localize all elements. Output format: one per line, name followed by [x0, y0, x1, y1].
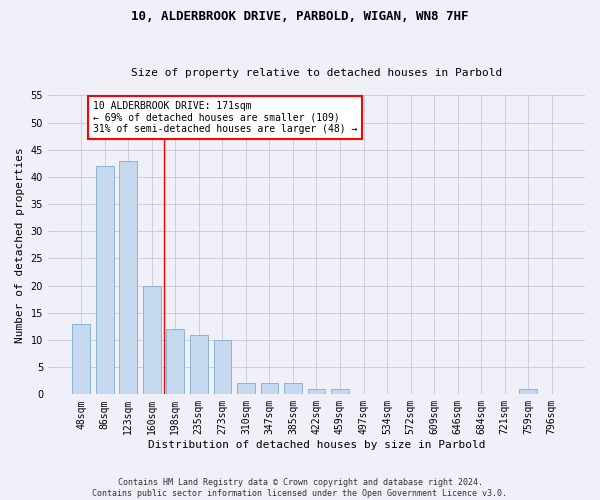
Text: 10, ALDERBROOK DRIVE, PARBOLD, WIGAN, WN8 7HF: 10, ALDERBROOK DRIVE, PARBOLD, WIGAN, WN… — [131, 10, 469, 23]
Bar — [331, 389, 349, 394]
Bar — [284, 384, 302, 394]
Bar — [166, 329, 184, 394]
Bar — [190, 334, 208, 394]
Text: Contains HM Land Registry data © Crown copyright and database right 2024.
Contai: Contains HM Land Registry data © Crown c… — [92, 478, 508, 498]
Bar — [214, 340, 231, 394]
Bar — [520, 389, 537, 394]
X-axis label: Distribution of detached houses by size in Parbold: Distribution of detached houses by size … — [148, 440, 485, 450]
Y-axis label: Number of detached properties: Number of detached properties — [15, 147, 25, 343]
Bar — [73, 324, 90, 394]
Bar — [260, 384, 278, 394]
Bar — [308, 389, 325, 394]
Text: 10 ALDERBROOK DRIVE: 171sqm
← 69% of detached houses are smaller (109)
31% of se: 10 ALDERBROOK DRIVE: 171sqm ← 69% of det… — [93, 101, 357, 134]
Bar — [237, 384, 254, 394]
Bar — [143, 286, 161, 395]
Title: Size of property relative to detached houses in Parbold: Size of property relative to detached ho… — [131, 68, 502, 78]
Bar — [96, 166, 113, 394]
Bar — [119, 160, 137, 394]
